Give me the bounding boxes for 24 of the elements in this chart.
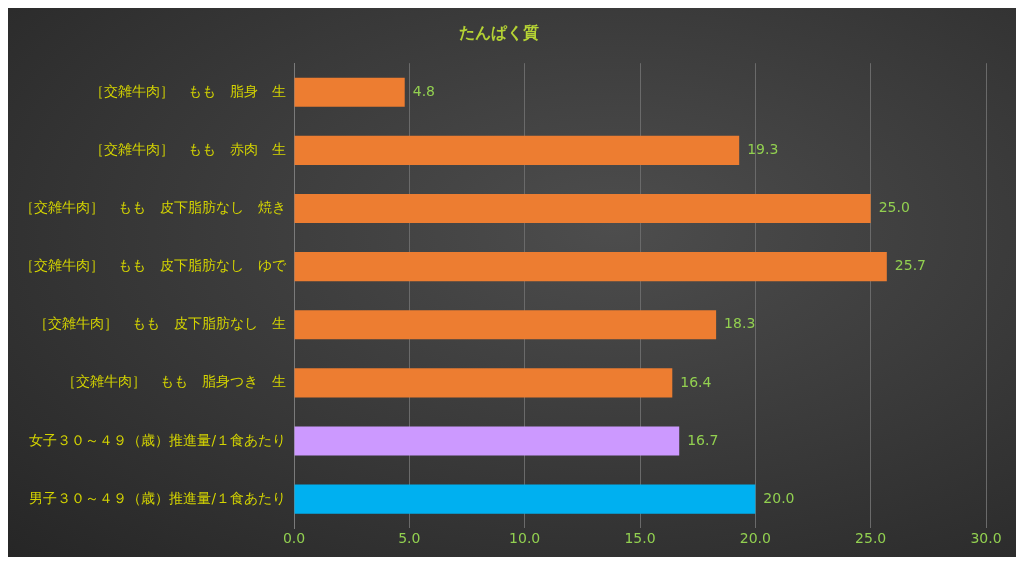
y-tick-label: ［交雑牛肉］ もも 脂身 生 [90, 82, 286, 99]
x-tick-label: 0.0 [282, 530, 306, 547]
data-label: 19.3 [747, 141, 779, 158]
x-tick-label: 25.0 [855, 530, 887, 547]
data-label: 20.0 [763, 489, 795, 506]
x-tick-label: 20.0 [739, 530, 771, 547]
data-label: 16.7 [687, 431, 719, 448]
y-tick-label: ［交雑牛肉］ もも 皮下脂肪なし ゆで [20, 257, 287, 274]
x-tick-label: 10.0 [509, 530, 541, 547]
y-tick-label: ［交雑牛肉］ もも 皮下脂肪なし 焼き [20, 199, 286, 216]
data-label: 18.3 [724, 315, 756, 332]
data-label: 4.8 [412, 82, 435, 99]
data-label: 25.0 [878, 199, 910, 216]
data-label: 16.4 [680, 373, 712, 390]
x-tick-label: 30.0 [970, 530, 1002, 547]
y-tick-label: 女子３０～４９（歳）推進量/１食あたり [29, 431, 286, 448]
chart-title: たんぱく質 [459, 22, 539, 42]
x-tick-label: 5.0 [398, 530, 421, 547]
y-tick-label: ［交雑牛肉］ もも 皮下脂肪なし 生 [34, 315, 286, 332]
y-tick-label: ［交雑牛肉］ もも 脂身つき 生 [62, 373, 286, 390]
data-label: 25.7 [894, 257, 926, 274]
x-tick-label: 15.0 [624, 530, 656, 547]
y-tick-label: 男子３０～４９（歳）推進量/１食あたり [29, 489, 286, 506]
y-tick-label: ［交雑牛肉］ もも 赤肉 生 [90, 140, 286, 157]
